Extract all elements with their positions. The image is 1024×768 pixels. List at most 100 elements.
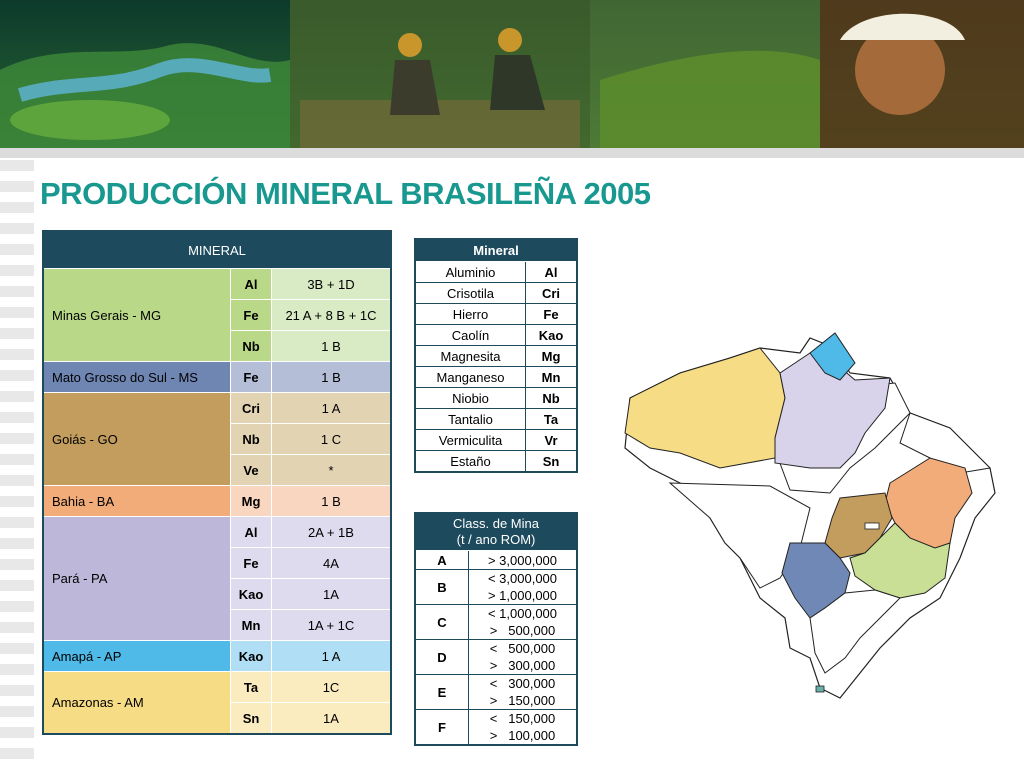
table-row: Sn 1A <box>43 702 392 735</box>
mineral-symbol-cell: Kao <box>230 578 272 610</box>
mineral-production-table: MINERAL Minas Gerais - MG Al 3B + 1D Fe … <box>42 230 392 735</box>
mine-class-cell: 1 B <box>271 330 392 362</box>
class-letter-cell: B <box>414 569 469 605</box>
table-row: E < 300,000 > 150,000 <box>414 674 578 710</box>
class-range-cell: < 300,000 > 150,000 <box>468 674 578 710</box>
mineral-abbrev-cell: Cri <box>525 282 578 304</box>
mine-class-cell: 21 A + 8 B + 1C <box>271 299 392 331</box>
brazil-states-map <box>624 332 996 699</box>
mineral-abbrev-cell: Mg <box>525 345 578 367</box>
mineral-name-cell: Magnesita <box>414 345 526 367</box>
table-row: Kao 1A <box>43 578 392 610</box>
mineral-symbol-cell: Al <box>230 516 272 548</box>
class-range-cell: < 150,000 > 100,000 <box>468 709 578 746</box>
table-row: Magnesita Mg <box>414 345 578 367</box>
symbol-table-header: Mineral <box>414 238 578 262</box>
mineral-table-header: MINERAL <box>42 230 392 269</box>
state-cell: Bahia - BA <box>42 485 231 517</box>
map-state-other <box>668 482 811 589</box>
class-letter-cell: A <box>414 550 469 570</box>
table-row: A > 3,000,000 <box>414 550 578 570</box>
table-row: Manganeso Mn <box>414 366 578 388</box>
state-cell: Amapá - AP <box>42 640 231 672</box>
mineral-abbrev-cell: Fe <box>525 303 578 325</box>
state-cell: Goiás - GO <box>42 392 231 486</box>
mineral-symbol-cell: Ta <box>230 671 272 703</box>
table-row: Amazonas - AM Ta 1C <box>42 671 392 735</box>
page-title: PRODUCCIÓN MINERAL BRASILEÑA 2005 <box>40 176 651 211</box>
mine-class-cell: * <box>271 454 392 486</box>
mineral-symbol-legend-table: Mineral Aluminio Al Crisotila Cri Hierro Fe… <box>414 238 578 473</box>
mineral-name-cell: Aluminio <box>414 261 526 283</box>
mineral-name-cell: Tantalio <box>414 408 526 430</box>
table-row: Caolín Kao <box>414 324 578 346</box>
table-row: Fe 4A <box>43 547 392 579</box>
table-row: C < 1,000,000 > 500,000 <box>414 604 578 640</box>
map-df-marker <box>864 522 880 530</box>
mineral-name-cell: Niobio <box>414 387 526 409</box>
mine-class-cell: 1A + 1C <box>271 609 392 641</box>
mineral-symbol-cell: Fe <box>230 547 272 579</box>
mineral-symbol-cell: Nb <box>230 423 272 455</box>
class-letter-cell: F <box>414 709 469 746</box>
mine-class-cell: 1 A <box>271 392 392 424</box>
table-row: Mn 1A + 1C <box>43 609 392 641</box>
mineral-abbrev-cell: Ta <box>525 408 578 430</box>
table-row: D < 500,000 > 300,000 <box>414 639 578 675</box>
table-row: Goiás - GO Cri 1 A <box>42 392 392 486</box>
mineral-name-cell: Crisotila <box>414 282 526 304</box>
table-row: Amapá - AP Kao 1 A <box>42 640 392 672</box>
mineral-symbol-cell: Ve <box>230 454 272 486</box>
mineral-abbrev-cell: Al <box>525 261 578 283</box>
class-range-cell: > 3,000,000 <box>468 550 578 570</box>
table-row: Nb 1 B <box>43 330 392 362</box>
map-state-other <box>809 589 901 674</box>
mineral-symbol-cell: Mn <box>230 609 272 641</box>
table-row: Hierro Fe <box>414 303 578 325</box>
mineral-symbol-cell: Mg <box>230 485 272 517</box>
table-row: Estaño Sn <box>414 450 578 473</box>
class-table-header: Class. de Mina (t / ano ROM) <box>414 512 578 551</box>
table-row: Vermiculita Vr <box>414 429 578 451</box>
mineral-symbol-cell: Cri <box>230 392 272 424</box>
header-banner <box>0 0 1024 158</box>
mine-class-cell: 1 B <box>271 361 392 393</box>
mineral-abbrev-cell: Mn <box>525 366 578 388</box>
class-header-line2: (t / ano ROM) <box>456 532 536 547</box>
mineral-name-cell: Vermiculita <box>414 429 526 451</box>
class-letter-cell: D <box>414 639 469 675</box>
mineral-abbrev-cell: Kao <box>525 324 578 346</box>
mineral-symbol-cell: Kao <box>230 640 272 672</box>
table-row: Bahia - BA Mg 1 B <box>42 485 392 517</box>
class-range-cell: < 3,000,000 > 1,000,000 <box>468 569 578 605</box>
state-cell: Mato Grosso do Sul - MS <box>42 361 231 393</box>
map-small-island-marker <box>815 685 825 693</box>
mineral-symbol-cell: Nb <box>230 330 272 362</box>
table-row: Crisotila Cri <box>414 282 578 304</box>
table-row: Niobio Nb <box>414 387 578 409</box>
mine-class-cell: 1 B <box>271 485 392 517</box>
table-row: Mato Grosso do Sul - MS Fe 1 B <box>42 361 392 393</box>
mine-class-cell: 2A + 1B <box>271 516 392 548</box>
mineral-symbol-cell: Fe <box>230 299 272 331</box>
class-letter-cell: E <box>414 674 469 710</box>
mineral-symbol-cell: Fe <box>230 361 272 393</box>
mine-class-cell: 1A <box>271 578 392 610</box>
class-range-cell: < 500,000 > 300,000 <box>468 639 578 675</box>
table-row: Pará - PA Al 2A + 1B <box>42 516 392 641</box>
state-cell: Pará - PA <box>42 516 231 641</box>
table-row: F < 150,000 > 100,000 <box>414 709 578 746</box>
mineral-name-cell: Caolín <box>414 324 526 346</box>
table-row: Fe 21 A + 8 B + 1C <box>43 299 392 331</box>
mineral-symbol-cell: Sn <box>230 702 272 735</box>
mineral-abbrev-cell: Nb <box>525 387 578 409</box>
left-decor-stripes <box>0 160 34 768</box>
class-letter-cell: C <box>414 604 469 640</box>
banner-photo-collage <box>0 0 1024 158</box>
table-row: B < 3,000,000 > 1,000,000 <box>414 569 578 605</box>
mineral-name-cell: Hierro <box>414 303 526 325</box>
mineral-name-cell: Estaño <box>414 450 526 473</box>
state-cell: Minas Gerais - MG <box>42 268 231 362</box>
table-row: Tantalio Ta <box>414 408 578 430</box>
class-range-cell: < 1,000,000 > 500,000 <box>468 604 578 640</box>
